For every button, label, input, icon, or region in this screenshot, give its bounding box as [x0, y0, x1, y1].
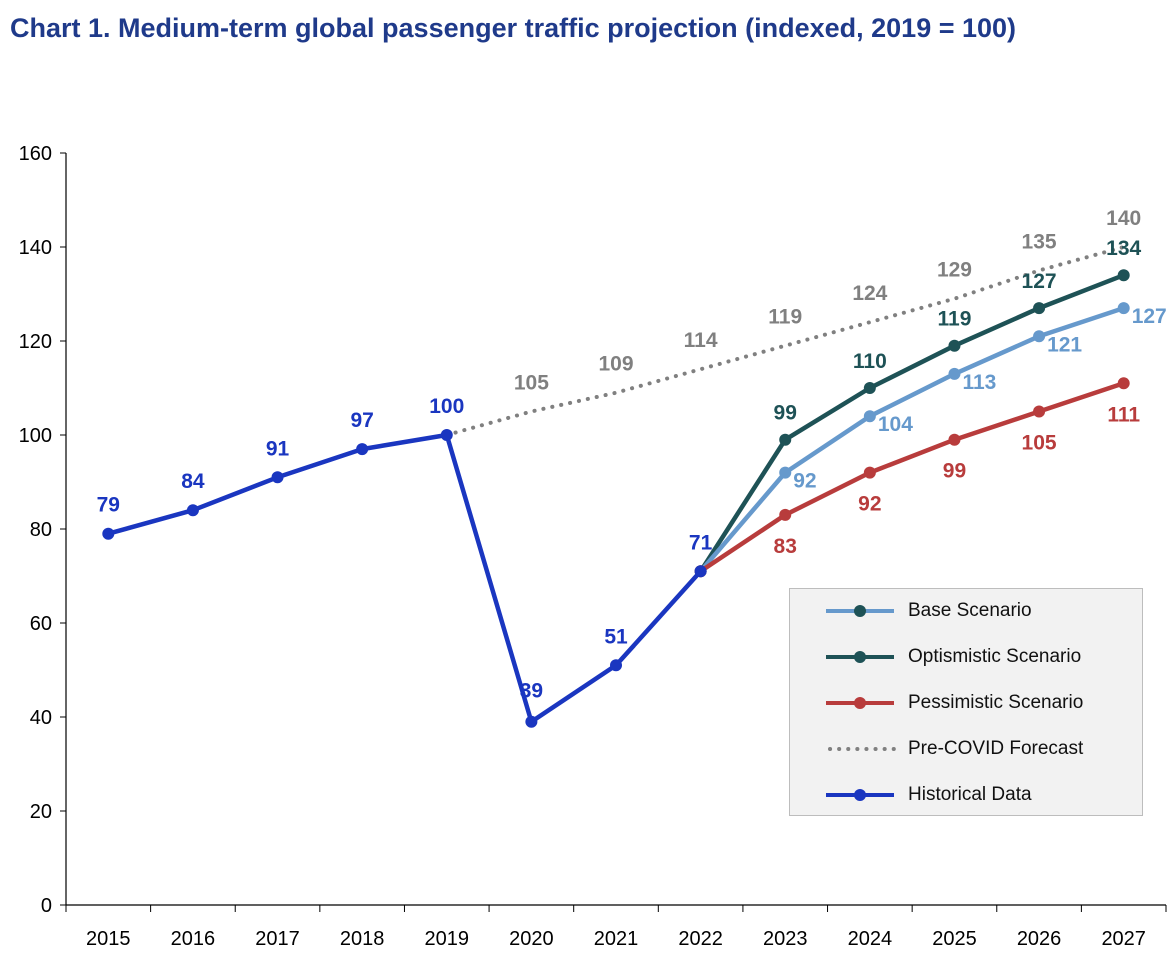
legend-swatch	[828, 747, 896, 751]
legend-item: Historical Data	[790, 780, 1032, 810]
x-tick-label: 2022	[678, 928, 723, 950]
optismistic-scenario-data-label: 119	[938, 308, 972, 331]
base-scenario-point	[948, 367, 961, 380]
x-tick-label: 2027	[1101, 928, 1146, 950]
x-tick-label: 2023	[763, 928, 808, 950]
base-scenario-data-label: 121	[1047, 333, 1082, 356]
legend-label: Historical Data	[908, 784, 1032, 805]
pre-covid-forecast-data-label: 114	[684, 329, 718, 352]
historical-data-point	[610, 659, 622, 672]
optismistic-scenario-line	[698, 273, 1125, 573]
legend-label: Base Scenario	[908, 600, 1032, 621]
optismistic-scenario-data-label: 110	[853, 350, 887, 373]
x-tick-label: 2020	[509, 928, 554, 950]
base-scenario-data-label: 104	[878, 413, 913, 436]
legend-item: Pre-COVID Forecast	[790, 734, 1083, 764]
x-tick-label: 2015	[86, 928, 131, 950]
legend-swatch	[826, 789, 894, 801]
historical-data-point	[525, 715, 538, 728]
x-tick-label: 2019	[425, 928, 470, 950]
pre-covid-forecast-data-label: 129	[937, 259, 972, 282]
x-tick-label: 2025	[932, 928, 977, 950]
pessimistic-scenario-data-label: 83	[774, 535, 797, 558]
optismistic-scenario-point	[948, 339, 961, 352]
x-tick-label: 2026	[1017, 928, 1062, 950]
base-scenario-data-label: 113	[962, 371, 996, 394]
x-tick-label: 2024	[848, 928, 893, 950]
pessimistic-scenario-point	[863, 466, 876, 479]
historical-data-data-label: 51	[604, 625, 628, 648]
optismistic-scenario-data-label: 127	[1022, 270, 1057, 293]
historical-data-point	[271, 471, 284, 484]
y-tick-label: 20	[30, 801, 52, 823]
historical-data-data-label: 91	[266, 437, 290, 460]
legend: Base Scenario Optismistic Scenario Pessimi…	[789, 588, 1143, 816]
pessimistic-scenario-point	[948, 433, 961, 446]
historical-data-point	[694, 565, 707, 578]
pessimistic-scenario-line	[699, 381, 1125, 574]
pessimistic-scenario-point	[1117, 377, 1130, 390]
historical-data-data-label: 84	[181, 470, 205, 493]
pessimistic-scenario-data-label: 99	[943, 460, 966, 483]
historical-data-line	[107, 432, 703, 724]
pre-covid-forecast-data-label: 119	[768, 306, 802, 329]
legend-label: Optismistic Scenario	[908, 646, 1082, 667]
y-tick-label: 100	[19, 425, 52, 447]
y-tick-label: 0	[41, 895, 52, 917]
base-scenario-point	[863, 410, 876, 423]
historical-data-point	[186, 504, 199, 517]
base-scenario-point	[779, 466, 792, 479]
pre-covid-forecast-data-label: 140	[1106, 207, 1141, 230]
legend-item: Pessimistic Scenario	[790, 688, 1083, 718]
base-scenario-point	[1033, 330, 1046, 343]
legend-label: Pessimistic Scenario	[908, 692, 1084, 713]
x-tick-label: 2018	[340, 928, 385, 950]
chart-title: Chart 1. Medium-term global passenger tr…	[10, 13, 1017, 43]
pessimistic-scenario-point	[779, 508, 792, 521]
base-scenario-data-label: 92	[793, 470, 816, 493]
historical-data-data-label: 71	[689, 531, 713, 554]
optismistic-scenario-point	[779, 433, 792, 446]
historical-data-data-label: 79	[97, 494, 120, 517]
y-tick-label: 80	[30, 519, 52, 541]
legend-swatch	[826, 697, 894, 709]
historical-data-point	[356, 443, 369, 456]
legend-item: Optismistic Scenario	[790, 642, 1081, 672]
pre-covid-forecast-line	[444, 245, 1126, 437]
pre-covid-forecast-data-label: 109	[598, 353, 633, 376]
x-tick-label: 2017	[255, 928, 300, 950]
base-scenario-data-label: 127	[1132, 305, 1167, 328]
optismistic-scenario-data-label: 134	[1106, 237, 1141, 260]
pre-covid-forecast-data-label: 135	[1022, 231, 1057, 254]
historical-data-data-label: 97	[350, 409, 373, 432]
legend-label: Pre-COVID Forecast	[908, 738, 1084, 759]
legend-swatch	[826, 605, 894, 617]
optismistic-scenario-point	[1033, 302, 1046, 315]
legend-item: Base Scenario	[790, 596, 1032, 626]
pessimistic-scenario-data-label: 105	[1022, 432, 1057, 455]
optismistic-scenario-point	[863, 382, 876, 394]
x-tick-label: 2016	[171, 928, 216, 950]
base-scenario-point	[1117, 302, 1130, 315]
pessimistic-scenario-data-label: 92	[858, 493, 881, 516]
x-tick-label: 2021	[594, 928, 639, 950]
base-scenario-line	[698, 305, 1125, 573]
optismistic-scenario-point	[1117, 269, 1130, 282]
pessimistic-scenario-data-label: 111	[1107, 403, 1140, 426]
pessimistic-scenario-point	[1033, 405, 1046, 418]
optismistic-scenario-data-label: 99	[774, 402, 797, 425]
y-tick-label: 160	[19, 143, 52, 165]
historical-data-point	[440, 429, 453, 441]
pre-covid-forecast-data-label: 105	[514, 372, 549, 395]
pre-covid-forecast-data-label: 124	[852, 282, 887, 305]
historical-data-data-label: 100	[429, 395, 464, 418]
historical-data-data-label: 39	[520, 680, 543, 703]
y-tick-label: 120	[19, 331, 52, 353]
historical-data-point	[102, 527, 115, 540]
y-tick-label: 40	[30, 707, 52, 729]
y-tick-label: 140	[19, 237, 52, 259]
y-tick-label: 60	[30, 613, 52, 635]
legend-swatch	[826, 651, 894, 663]
